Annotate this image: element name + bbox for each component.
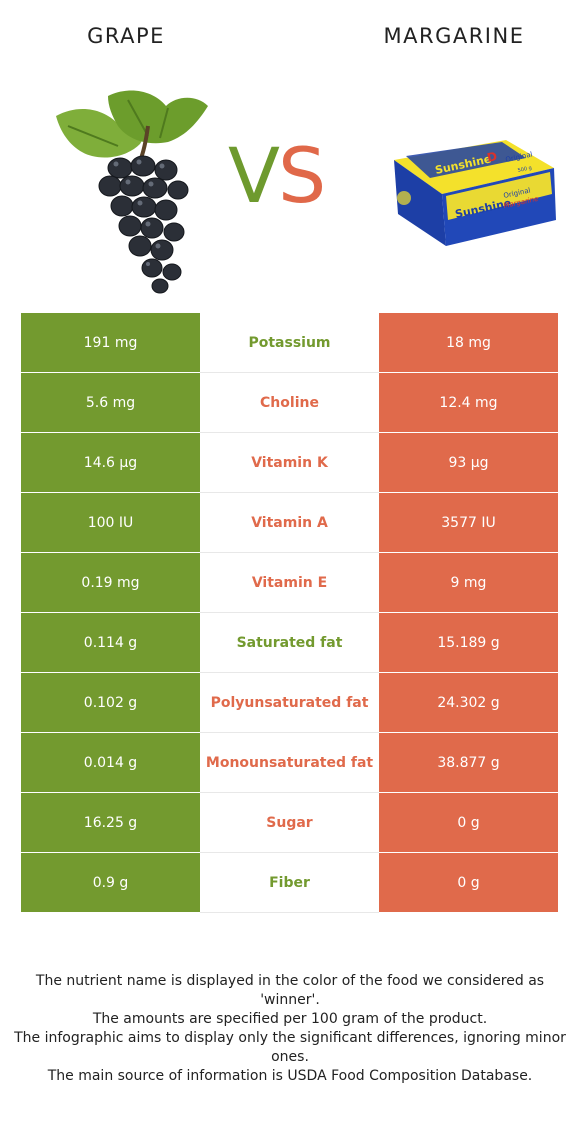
table-row: 0.114 g Saturated fat 15.189 g xyxy=(21,612,558,673)
right-value: 0 g xyxy=(379,792,558,853)
right-food-title: MARGARINE xyxy=(383,24,525,48)
package-side xyxy=(394,160,446,246)
nutrient-name: Saturated fat xyxy=(200,612,379,673)
table-row: 14.6 µg Vitamin K 93 µg xyxy=(21,432,558,493)
right-value: 0 g xyxy=(379,852,558,913)
grape-bunch-icon xyxy=(56,90,208,294)
right-value: 9 mg xyxy=(379,552,558,613)
right-value: 38.877 g xyxy=(379,732,558,793)
footnote-line: The amounts are specified per 100 gram o… xyxy=(92,1011,488,1027)
right-value: 12.4 mg xyxy=(379,372,558,433)
right-value: 93 µg xyxy=(379,432,558,493)
nutrient-comparison-table: 191 mg Potassium 18 mg 5.6 mg Choline 12.4 mg… xyxy=(21,313,558,913)
left-value: 0.19 mg xyxy=(21,552,200,613)
nutrient-name: Vitamin E xyxy=(200,552,379,613)
left-food-title: GRAPE xyxy=(87,24,165,48)
footnote-line: The infographic aims to display only the… xyxy=(14,1030,566,1065)
left-value: 0.9 g xyxy=(21,852,200,913)
table-row: 191 mg Potassium 18 mg xyxy=(21,313,558,373)
right-value: 15.189 g xyxy=(379,612,558,673)
left-value: 5.6 mg xyxy=(21,372,200,433)
table-row: 100 IU Vitamin A 3577 IU xyxy=(21,492,558,553)
nutrient-name: Potassium xyxy=(200,313,379,373)
right-value: 3577 IU xyxy=(379,492,558,553)
left-value: 0.114 g xyxy=(21,612,200,673)
nutrient-name: Monounsaturated fat xyxy=(200,732,379,793)
footnote-line: The main source of information is USDA F… xyxy=(47,1068,533,1084)
nutrient-name: Sugar xyxy=(200,792,379,853)
vs-v: V xyxy=(228,131,280,220)
nutrient-name: Fiber xyxy=(200,852,379,913)
right-value: 24.302 g xyxy=(379,672,558,733)
left-value: 0.102 g xyxy=(21,672,200,733)
table-row: 0.9 g Fiber 0 g xyxy=(21,852,558,913)
package-top-weight: 500 g xyxy=(517,165,532,174)
nutrient-name: Choline xyxy=(200,372,379,433)
left-value: 100 IU xyxy=(21,492,200,553)
vs-label: VS xyxy=(228,138,326,214)
grape-berries xyxy=(98,155,189,294)
nutrient-name: Polyunsaturated fat xyxy=(200,672,379,733)
footnote-line: The nutrient name is displayed in the co… xyxy=(35,973,545,1008)
grape-leaf xyxy=(108,90,208,144)
margarine-package-icon: Sunshine D Original 500 g Sunshine Origi… xyxy=(394,140,556,246)
left-value: 191 mg xyxy=(21,313,200,373)
left-value: 0.014 g xyxy=(21,732,200,793)
nutrient-name: Vitamin A xyxy=(200,492,379,553)
left-value: 16.25 g xyxy=(21,792,200,853)
table-row: 0.102 g Polyunsaturated fat 24.302 g xyxy=(21,672,558,733)
table-row: 16.25 g Sugar 0 g xyxy=(21,792,558,853)
right-value: 18 mg xyxy=(379,313,558,373)
footnote: The nutrient name is displayed in the co… xyxy=(14,972,566,1086)
nutrient-name: Vitamin K xyxy=(200,432,379,493)
package-top-letter: D xyxy=(486,149,499,165)
table-row: 0.014 g Monounsaturated fat 38.877 g xyxy=(21,732,558,793)
table-row: 5.6 mg Choline 12.4 mg xyxy=(21,372,558,433)
vs-s: S xyxy=(278,131,326,220)
left-value: 14.6 µg xyxy=(21,432,200,493)
